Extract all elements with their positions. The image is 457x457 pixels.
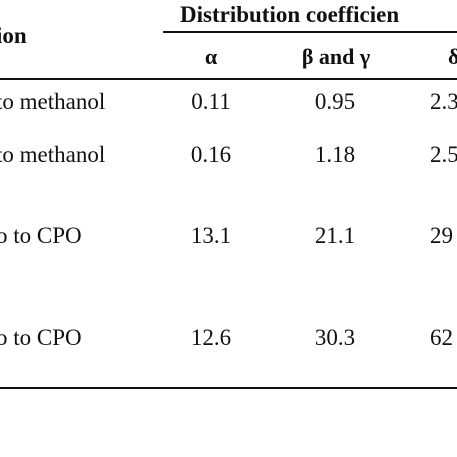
cell-delta: 62 — [430, 325, 453, 350]
cell-beta-gamma: 21.1 — [314, 223, 356, 248]
row-label: to methanol — [0, 89, 106, 114]
condition-header: ion — [0, 23, 27, 48]
row-label: o to CPO — [0, 223, 82, 248]
cell-beta-gamma: 0.95 — [314, 89, 356, 114]
column-alpha-header: α — [204, 44, 218, 69]
distribution-coefficient-header: Distribution coefficien — [180, 2, 400, 27]
cell-alpha: 12.6 — [190, 325, 232, 350]
cell-alpha: 0.16 — [190, 142, 232, 167]
cell-alpha: 13.1 — [190, 223, 232, 248]
cell-alpha: 0.11 — [191, 89, 231, 114]
column-beta-gamma-header: β and γ — [301, 44, 371, 69]
cell-delta: 2.3 — [430, 89, 457, 114]
row-label: to methanol — [0, 142, 106, 167]
bottom-rule — [0, 387, 457, 389]
column-delta-header: δ — [448, 44, 457, 69]
header-rule — [0, 78, 457, 80]
cell-beta-gamma: 30.3 — [314, 325, 356, 350]
cell-delta: 29 — [430, 223, 453, 248]
cell-delta: 2.5 — [430, 142, 457, 167]
group-underline — [163, 31, 457, 33]
row-label: o to CPO — [0, 325, 82, 350]
cell-beta-gamma: 1.18 — [314, 142, 356, 167]
